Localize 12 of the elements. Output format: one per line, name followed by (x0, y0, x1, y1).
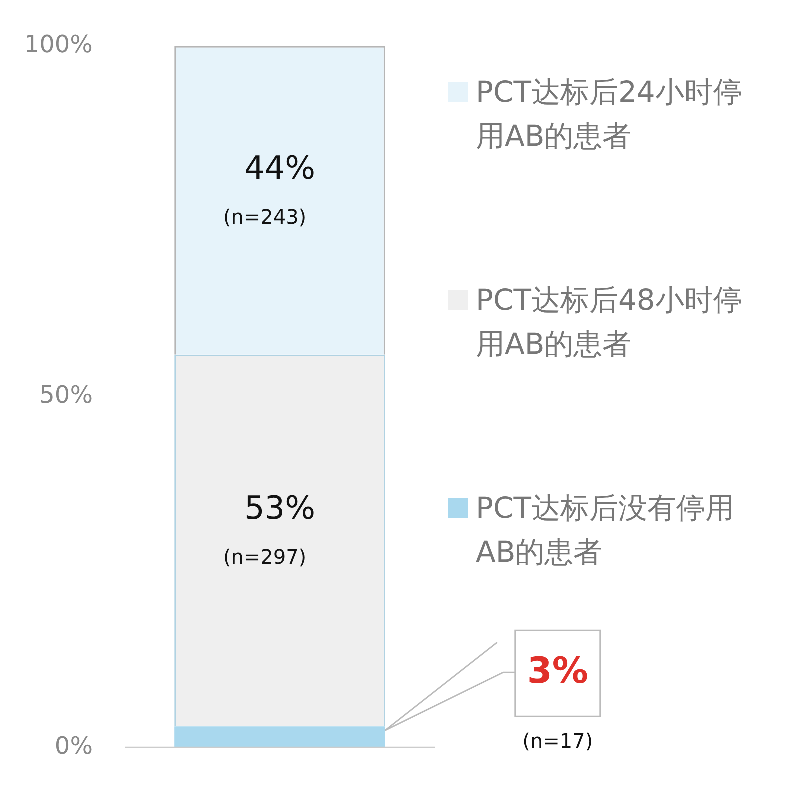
y-tick-label: 100% (24, 30, 93, 59)
data-label: 3% (527, 650, 588, 692)
legend-label: PCT达标后48小时停用AB的患者 (476, 282, 744, 363)
legend-label: PCT达标后24小时停用AB的患者 (476, 74, 744, 155)
annotation: (n=243) (223, 204, 307, 229)
annotation: (n=297) (223, 544, 307, 569)
legend-label: PCT达标后没有停用AB的患者 (476, 490, 736, 571)
data-label: 44% (244, 148, 316, 187)
y-tick-label: 0% (54, 732, 93, 760)
y-tick-label: 50% (40, 381, 93, 410)
data-label: 53% (244, 489, 316, 528)
text: (n=17) (522, 728, 594, 753)
